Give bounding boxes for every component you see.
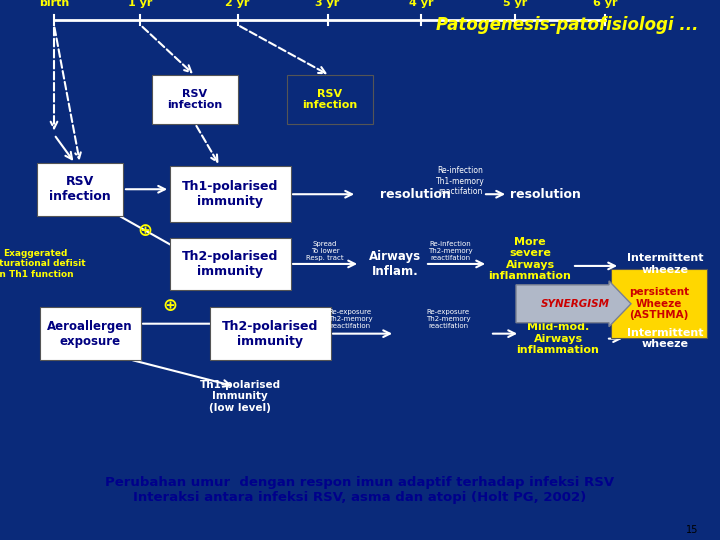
FancyBboxPatch shape	[210, 307, 330, 360]
Text: Patogenesis-patofisiologi ...: Patogenesis-patofisiologi ...	[436, 16, 698, 34]
Text: Re-infection
Th2-memory
reactifation: Re-infection Th2-memory reactifation	[428, 241, 472, 261]
FancyBboxPatch shape	[37, 163, 123, 215]
FancyBboxPatch shape	[169, 238, 290, 291]
FancyBboxPatch shape	[611, 269, 707, 338]
Text: 3 yr: 3 yr	[315, 0, 340, 8]
Text: RSV
infection: RSV infection	[302, 89, 358, 110]
Text: resolution: resolution	[510, 188, 580, 201]
Text: Th1-polarised
Immunity
(low level): Th1-polarised Immunity (low level)	[199, 380, 281, 413]
Text: Th1-polarised
immunity: Th1-polarised immunity	[182, 180, 278, 208]
Text: birth: birth	[39, 0, 69, 8]
Text: Perubahan umur  dengan respon imun adaptif terhadap infeksi RSV
Interaksi antara: Perubahan umur dengan respon imun adapti…	[105, 476, 615, 503]
Text: 6 yr: 6 yr	[593, 0, 617, 8]
FancyBboxPatch shape	[287, 75, 373, 124]
Text: 1 yr: 1 yr	[128, 0, 153, 8]
Text: Intermittent
wheeze: Intermittent wheeze	[626, 253, 703, 275]
FancyBboxPatch shape	[169, 166, 290, 222]
Text: Re-infection
Th1-memory
reactifation: Re-infection Th1-memory reactifation	[436, 166, 485, 196]
Text: More
severe
Airways
inflammation: More severe Airways inflammation	[489, 237, 572, 281]
Text: Intermittent
wheeze: Intermittent wheeze	[626, 328, 703, 349]
Text: resolution: resolution	[379, 188, 451, 201]
Text: Th2-polarised
immunity: Th2-polarised immunity	[222, 320, 318, 348]
Text: Th2-polarised
immunity: Th2-polarised immunity	[182, 250, 278, 278]
FancyBboxPatch shape	[40, 307, 140, 360]
Text: Exaggerated
Maturational defisit
In Th1 function: Exaggerated Maturational defisit In Th1 …	[0, 249, 86, 279]
Text: ⊕: ⊕	[138, 222, 153, 240]
Text: 2 yr: 2 yr	[225, 0, 250, 8]
FancyBboxPatch shape	[152, 75, 238, 124]
Text: RSV
infection: RSV infection	[167, 89, 222, 110]
Text: Aeroallergen
exposure: Aeroallergen exposure	[48, 320, 132, 348]
Text: persistent
Wheeze
(ASTHMA): persistent Wheeze (ASTHMA)	[629, 287, 689, 320]
Text: 15: 15	[686, 525, 698, 536]
Text: Spread
To lower
Resp. tract: Spread To lower Resp. tract	[306, 241, 344, 261]
FancyArrow shape	[516, 281, 631, 327]
Text: 5 yr: 5 yr	[503, 0, 527, 8]
Text: 4 yr: 4 yr	[409, 0, 433, 8]
Text: Airways
Inflam.: Airways Inflam.	[369, 250, 421, 278]
Text: Mild-mod.
Airways
inflammation: Mild-mod. Airways inflammation	[516, 322, 600, 355]
Text: RSV
infection: RSV infection	[49, 176, 111, 203]
Text: Re-exposure
Th2-memory
reactifation: Re-exposure Th2-memory reactifation	[328, 309, 372, 329]
Text: SYNERGISM: SYNERGISM	[541, 299, 610, 309]
Text: ⊕: ⊕	[163, 297, 178, 315]
Text: Re-exposure
Th2-memory
reactifation: Re-exposure Th2-memory reactifation	[426, 309, 470, 329]
